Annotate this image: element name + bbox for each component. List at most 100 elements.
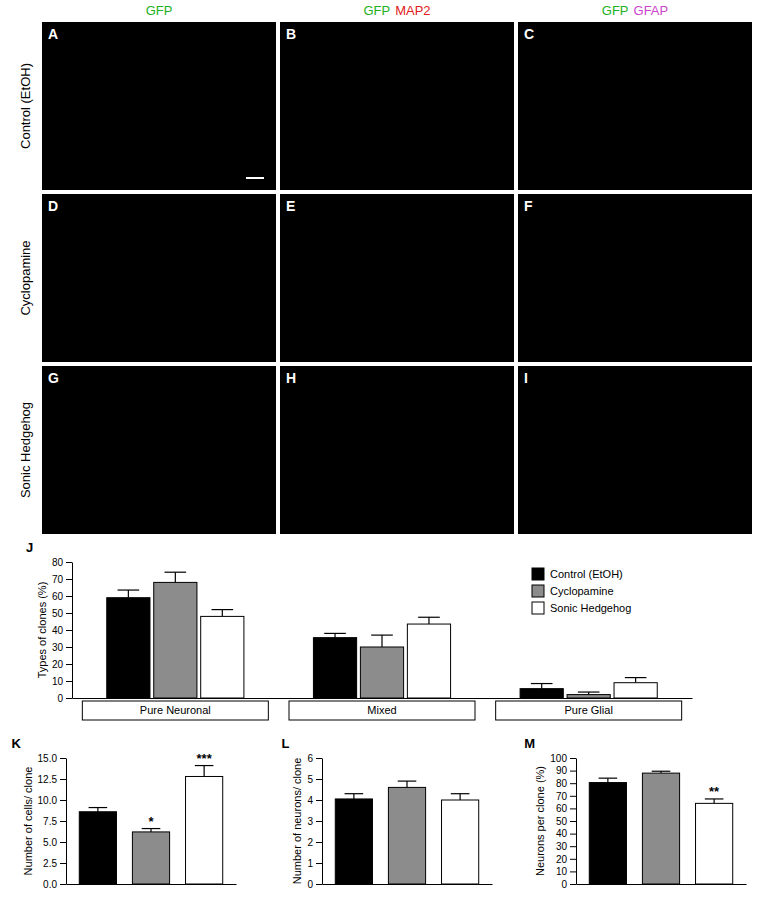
- y-tick-label: 50: [52, 608, 64, 619]
- marks: [589, 771, 732, 884]
- x-axis: Pure Neuronal Mixed Pure Glial: [73, 698, 693, 720]
- error-bar-cap: [451, 793, 470, 794]
- chart: 0102030405060708090100**Neurons per clon…: [524, 736, 746, 890]
- error-bar-stem: [714, 799, 715, 803]
- y-axis-line: [72, 563, 73, 699]
- x-axis-line: [577, 884, 747, 885]
- y-tick-label: 0: [57, 693, 63, 704]
- image-panel: [42, 22, 276, 190]
- error-bar-cap: [398, 780, 417, 781]
- y-axis-title: Number of neurons/ clone: [291, 758, 303, 885]
- y-tick-mark: [66, 613, 72, 614]
- bar: [520, 689, 563, 698]
- y-tick: 60: [556, 803, 576, 814]
- image-panel: [280, 22, 514, 190]
- panel-letter: I: [524, 370, 528, 386]
- y-tick-label: 15.0: [38, 753, 58, 764]
- y-tick-label: 30: [556, 841, 568, 852]
- error-bar: [118, 590, 140, 598]
- y-axis-line: [66, 759, 67, 885]
- image-panel: [518, 194, 752, 362]
- y-tick-mark: [570, 758, 576, 759]
- error-bar-stem: [607, 778, 608, 782]
- y-tick-mark: [60, 758, 66, 759]
- y-axis-title: Number of cells/ clone: [22, 767, 34, 876]
- y-tick-mark: [60, 842, 66, 843]
- error-bar: [371, 635, 393, 647]
- y-tick: 6: [307, 753, 322, 764]
- x-tick-label: Pure Neuronal: [140, 704, 211, 716]
- y-tick-label: 10: [556, 866, 568, 877]
- y-tick-mark: [316, 863, 322, 864]
- x-tick: Mixed: [289, 698, 475, 720]
- chart: 0.02.55.07.510.012.515.0****Number of ce…: [12, 736, 237, 890]
- y-tick-label: 4: [307, 795, 313, 806]
- error-bar-stem: [353, 794, 354, 799]
- y-tick-mark: [316, 842, 322, 843]
- y-tick-mark: [66, 596, 72, 597]
- y-tick-label: 80: [52, 557, 64, 568]
- y-tick: 12.5: [38, 774, 66, 785]
- bar: [614, 683, 657, 698]
- y-tick-label: 3: [307, 816, 313, 827]
- error-bar: [599, 778, 618, 782]
- y-tick-label: 50: [556, 816, 568, 827]
- y-tick-mark: [66, 579, 72, 580]
- y-tick: 5.0: [43, 837, 66, 848]
- error-bar-stem: [97, 808, 98, 812]
- y-tick-label: 60: [556, 803, 568, 814]
- y-tick-label: 20: [556, 854, 568, 865]
- image-panel: [280, 366, 514, 534]
- panel-letter: B: [286, 26, 296, 42]
- panel-letter: A: [48, 26, 58, 42]
- y-tick-label: 10.0: [38, 795, 58, 806]
- category-box: [289, 701, 475, 720]
- bar: [79, 812, 116, 884]
- y-tick-label: 7.5: [43, 816, 57, 827]
- y-tick-mark: [570, 771, 576, 772]
- bar: [696, 803, 733, 884]
- error-bar: [165, 572, 187, 582]
- x-axis-line: [323, 884, 493, 885]
- image-panel: [42, 194, 276, 362]
- y-axis-line: [576, 759, 577, 885]
- y-axis: 01020304050607080: [52, 557, 73, 704]
- y-tick: 40: [52, 625, 72, 636]
- bar: [335, 799, 372, 884]
- y-tick: 30: [52, 642, 72, 653]
- y-tick-mark: [570, 783, 576, 784]
- y-tick-label: 100: [550, 753, 567, 764]
- panel-letter: K: [12, 736, 22, 751]
- error-bar: [324, 633, 346, 637]
- y-tick-mark: [316, 758, 322, 759]
- y-tick: 2: [307, 837, 322, 848]
- x-tick-label: Pure Glial: [565, 704, 613, 716]
- error-bar-cap: [324, 633, 346, 634]
- image-panel: [42, 366, 276, 534]
- error-bar-cap: [165, 572, 187, 573]
- row-label: Cyclopamine: [18, 240, 33, 315]
- column-header-part: GFP: [602, 3, 629, 18]
- legend-entry: Cyclopamine: [532, 585, 614, 597]
- y-tick-label: 2: [307, 837, 313, 848]
- y-tick-label: 1: [307, 858, 313, 869]
- chart: 01020304050607080Pure NeuronalMixedPure …: [26, 540, 693, 720]
- column-header-part: GFP: [146, 3, 173, 18]
- y-tick-label: 2.5: [43, 858, 57, 869]
- error-bar: [89, 808, 108, 812]
- y-tick: 2.5: [43, 858, 66, 869]
- y-tick-mark: [570, 834, 576, 835]
- panel-letter: D: [48, 198, 58, 214]
- y-tick-mark: [570, 871, 576, 872]
- significance: ***: [197, 751, 213, 766]
- y-tick: 70: [52, 574, 72, 585]
- error-bar-stem: [635, 678, 636, 683]
- bar: [154, 582, 197, 698]
- y-tick-mark: [60, 821, 66, 822]
- bar: [388, 787, 425, 884]
- y-tick-mark: [66, 681, 72, 682]
- error-bar-cap: [212, 609, 234, 610]
- y-tick: 20: [556, 854, 576, 865]
- error-bar-cap: [531, 683, 553, 684]
- y-tick-mark: [570, 859, 576, 860]
